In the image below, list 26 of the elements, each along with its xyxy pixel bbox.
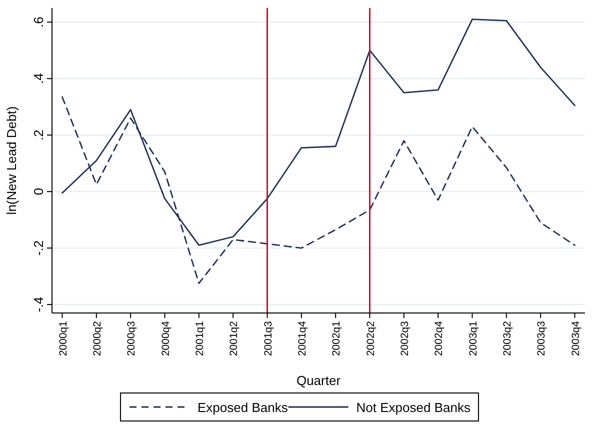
x-axis-title: Quarter <box>296 373 342 388</box>
y-tick-label: 0 <box>31 188 46 196</box>
x-tick-label: 2001q4 <box>296 320 308 356</box>
legend-label: Not Exposed Banks <box>356 400 471 415</box>
x-tick-label: 2002q3 <box>398 320 411 356</box>
y-axis-title: ln(New Lead Debt) <box>4 106 19 215</box>
y-tick-label: .6 <box>31 16 46 28</box>
x-tick-label: 2000q4 <box>160 320 172 356</box>
x-tick-label: 2001q2 <box>228 320 240 356</box>
x-tick-label: 2000q1 <box>57 320 70 356</box>
x-tick-label: 2001q3 <box>262 320 274 356</box>
y-tick-label: -.4 <box>31 296 46 312</box>
x-tick-label: 2000q2 <box>91 320 104 356</box>
y-tick-label: .2 <box>31 130 46 141</box>
y-tick-label: .4 <box>31 73 46 84</box>
x-tick-label: 2000q3 <box>126 320 138 356</box>
x-tick-label: 2003q3 <box>536 320 548 356</box>
y-tick-label: -.2 <box>31 240 46 256</box>
legend-label: Exposed Banks <box>198 400 288 415</box>
x-tick-label: 2003q1 <box>467 320 480 356</box>
x-tick-label: 2003q4 <box>570 320 582 356</box>
x-tick-label: 2001q1 <box>194 320 206 356</box>
x-tick-label: 2002q2 <box>364 320 377 356</box>
x-tick-label: 2002q4 <box>433 320 446 356</box>
x-tick-label: 2003q2 <box>501 320 514 356</box>
x-tick-label: 2002q1 <box>330 320 343 356</box>
